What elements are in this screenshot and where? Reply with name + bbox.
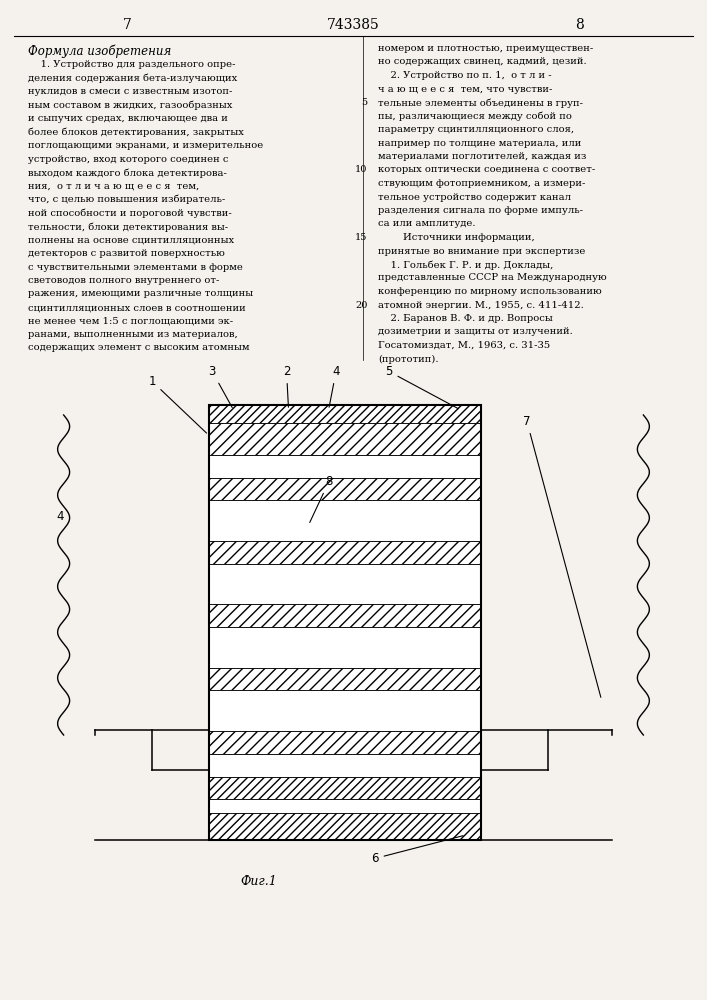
Text: 10: 10 — [355, 165, 368, 174]
Text: содержащих элемент с высоким атомным: содержащих элемент с высоким атомным — [28, 344, 250, 353]
Text: сцинтилляционных слоев в соотношении: сцинтилляционных слоев в соотношении — [28, 303, 246, 312]
Text: с чувствительными элементами в форме: с чувствительными элементами в форме — [28, 262, 243, 271]
Text: ч а ю щ е е с я  тем, что чувстви-: ч а ю щ е е с я тем, что чувстви- — [378, 85, 553, 94]
Text: 8: 8 — [575, 18, 584, 32]
Text: Госатомиздат, М., 1963, с. 31-35: Госатомиздат, М., 1963, с. 31-35 — [378, 341, 551, 350]
Text: 6: 6 — [371, 836, 463, 865]
Bar — [209, 604, 481, 627]
Text: деления содержания бета-излучающих: деления содержания бета-излучающих — [28, 74, 238, 83]
Bar — [209, 564, 481, 604]
Text: 2. Баранов В. Ф. и др. Вопросы: 2. Баранов В. Ф. и др. Вопросы — [378, 314, 553, 323]
Bar — [209, 668, 481, 690]
Text: детекторов с развитой поверхностью: детекторов с развитой поверхностью — [28, 249, 225, 258]
Text: устройство, вход которого соединен с: устройство, вход которого соединен с — [28, 154, 229, 163]
Text: (прототип).: (прототип). — [378, 355, 439, 364]
Text: параметру сцинтилляционного слоя,: параметру сцинтилляционного слоя, — [378, 125, 574, 134]
Text: полнены на основе сцинтилляционных: полнены на основе сцинтилляционных — [28, 235, 235, 244]
Text: конференцию по мирному использованию: конференцию по мирному использованию — [378, 287, 602, 296]
Bar — [209, 541, 481, 564]
Text: которых оптически соединена с соответ-: которых оптически соединена с соответ- — [378, 165, 595, 174]
Text: ния,  о т л и ч а ю щ е е с я  тем,: ния, о т л и ч а ю щ е е с я тем, — [28, 182, 199, 190]
Bar — [209, 423, 481, 455]
Text: 7: 7 — [123, 18, 132, 32]
Text: 743385: 743385 — [327, 18, 380, 32]
Text: 1. Гольбек Г. Р. и др. Доклады,: 1. Гольбек Г. Р. и др. Доклады, — [378, 260, 554, 269]
Text: например по толщине материала, или: например по толщине материала, или — [378, 138, 582, 147]
Text: нуклидов в смеси с известным изотоп-: нуклидов в смеси с известным изотоп- — [28, 87, 233, 96]
Bar — [209, 627, 481, 668]
Text: Формула изобретения: Формула изобретения — [28, 44, 172, 57]
Text: 7: 7 — [523, 415, 601, 697]
Text: материалами поглотителей, каждая из: материалами поглотителей, каждая из — [378, 152, 587, 161]
Text: пы, различающиеся между собой по: пы, различающиеся между собой по — [378, 111, 572, 121]
Bar — [209, 478, 481, 500]
Text: 3: 3 — [209, 365, 232, 408]
Text: 5: 5 — [385, 365, 458, 409]
Text: 4: 4 — [329, 365, 340, 407]
Bar — [209, 777, 481, 799]
Text: более блоков детектирования, закрытых: более блоков детектирования, закрытых — [28, 127, 244, 137]
Text: ствующим фотоприемником, а измери-: ствующим фотоприемником, а измери- — [378, 179, 585, 188]
Text: 15: 15 — [355, 233, 368, 242]
Text: Источники информации,: Источники информации, — [378, 233, 535, 242]
Text: тельное устройство содержит канал: тельное устройство содержит канал — [378, 192, 571, 202]
Text: 1. Устройство для раздельного опре-: 1. Устройство для раздельного опре- — [28, 60, 235, 69]
Text: 2: 2 — [283, 365, 291, 407]
Text: 5: 5 — [361, 98, 368, 107]
Text: и сыпучих средах, включающее два и: и сыпучих средах, включающее два и — [28, 114, 228, 123]
Text: но содержащих свинец, кадмий, цезий.: но содержащих свинец, кадмий, цезий. — [378, 57, 587, 66]
Text: 4: 4 — [57, 510, 64, 523]
Text: дозиметрии и защиты от излучений.: дозиметрии и защиты от излучений. — [378, 328, 573, 336]
Text: представленные СССР на Международную: представленные СССР на Международную — [378, 273, 607, 282]
Text: тельности, блоки детектирования вы-: тельности, блоки детектирования вы- — [28, 222, 228, 232]
Text: атомной энергии. М., 1955, с. 411-412.: атомной энергии. М., 1955, с. 411-412. — [378, 300, 584, 310]
Bar — [209, 731, 481, 754]
Text: тельные элементы объединены в груп-: тельные элементы объединены в груп- — [378, 98, 583, 107]
Text: поглощающими экранами, и измерительное: поглощающими экранами, и измерительное — [28, 141, 264, 150]
Text: разделения сигнала по форме импуль-: разделения сигнала по форме импуль- — [378, 206, 583, 215]
Bar — [209, 405, 481, 840]
Text: не менее чем 1:5 с поглощающими эк-: не менее чем 1:5 с поглощающими эк- — [28, 316, 233, 326]
Text: принятые во внимание при экспертизе: принятые во внимание при экспертизе — [378, 246, 585, 255]
Text: Фиг.1: Фиг.1 — [240, 875, 277, 888]
Text: ной способности и пороговой чувстви-: ной способности и пороговой чувстви- — [28, 209, 232, 218]
Bar — [209, 813, 481, 840]
Text: световодов полного внутреннего от-: световодов полного внутреннего от- — [28, 276, 220, 285]
Bar — [209, 405, 481, 423]
Text: выходом каждого блока детектирова-: выходом каждого блока детектирова- — [28, 168, 227, 178]
Text: 8: 8 — [310, 475, 332, 522]
Text: 2. Устройство по п. 1,  о т л и -: 2. Устройство по п. 1, о т л и - — [378, 71, 552, 80]
Bar — [209, 455, 481, 478]
Bar — [209, 754, 481, 777]
Text: са или амплитуде.: са или амплитуде. — [378, 220, 476, 229]
Text: ражения, имеющими различные толщины: ражения, имеющими различные толщины — [28, 290, 253, 298]
Text: ранами, выполненными из материалов,: ранами, выполненными из материалов, — [28, 330, 238, 339]
Text: номером и плотностью, преимуществен-: номером и плотностью, преимуществен- — [378, 44, 593, 53]
Bar — [209, 690, 481, 731]
Bar — [209, 799, 481, 813]
Text: 20: 20 — [355, 300, 368, 310]
Text: ным составом в жидких, газообразных: ным составом в жидких, газообразных — [28, 101, 233, 110]
Text: что, с целью повышения избиратель-: что, с целью повышения избиратель- — [28, 195, 226, 205]
Text: 1: 1 — [148, 375, 206, 433]
Bar — [209, 500, 481, 541]
